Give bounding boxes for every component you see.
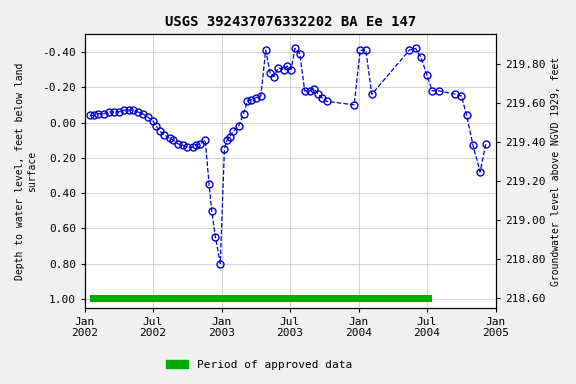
Y-axis label: Depth to water level, feet below land
surface: Depth to water level, feet below land su… <box>15 62 37 280</box>
Legend: Period of approved data: Period of approved data <box>162 356 357 375</box>
Bar <box>90 295 432 302</box>
Y-axis label: Groundwater level above NGVD 1929, feet: Groundwater level above NGVD 1929, feet <box>551 56 561 286</box>
Title: USGS 392437076332202 BA Ee 147: USGS 392437076332202 BA Ee 147 <box>165 15 416 29</box>
